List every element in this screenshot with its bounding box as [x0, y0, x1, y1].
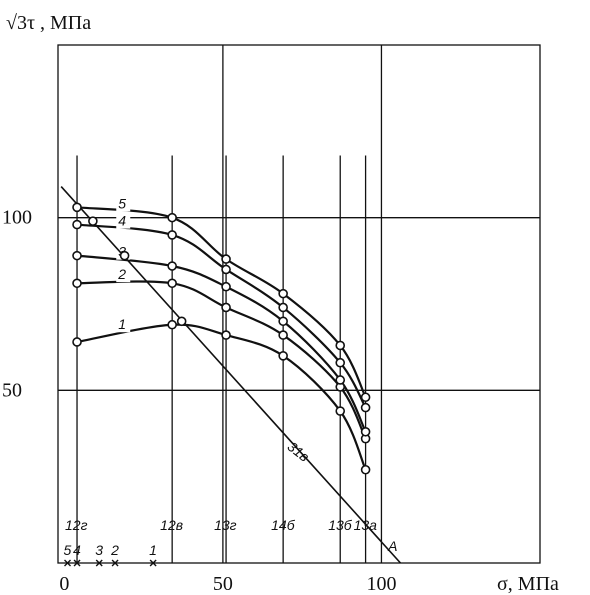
data-point-5-4 — [335, 340, 346, 351]
series-label-bg-1 — [116, 317, 131, 333]
x-tick-label-100: 100 — [366, 573, 396, 595]
data-point-4-2 — [221, 264, 231, 275]
axis-mark-label-5: 5 — [64, 542, 72, 558]
series-label-2: 2 — [117, 266, 126, 282]
data-point-3-2 — [221, 281, 231, 292]
series-label-bg-5 — [116, 196, 131, 212]
x-tick-label-0: 0 — [59, 573, 69, 595]
data-point-5-2 — [221, 254, 231, 264]
data-point-1-3 — [278, 350, 288, 361]
vertical-label-13г: 13г — [214, 517, 237, 533]
data-point-1-5 — [360, 464, 371, 475]
data-point-1-4 — [335, 406, 346, 416]
axis-mark-cross-b-1 — [149, 559, 157, 567]
axis-mark-label-3: 3 — [95, 542, 103, 558]
series-label-4: 4 — [118, 213, 126, 229]
y-tick-label-50: 50 — [2, 379, 22, 401]
line-31v-path — [60, 186, 402, 564]
data-point-3-4 — [335, 375, 346, 385]
x-axis-label: σ, МПа — [497, 573, 559, 595]
series-curves: 12345 — [76, 195, 367, 471]
axis-mark-label-2: 2 — [110, 542, 119, 558]
data-point-1-0 — [72, 337, 82, 347]
data-point-5-5 — [360, 392, 371, 403]
data-point-3-0 — [72, 250, 82, 261]
specimen-verticals: 12г12в13г14б13б13а — [65, 155, 377, 563]
data-point-4-3 — [278, 302, 288, 313]
vertical-label-12в: 12в — [160, 517, 183, 533]
chart-labels: 0 50 100 50 100 σ, МПа √3τ , МПа — [2, 12, 559, 595]
data-point-5-3 — [278, 288, 288, 299]
series-label-5: 5 — [118, 195, 126, 211]
data-point-5-1 — [167, 212, 177, 223]
data-point-1-1 — [167, 319, 177, 330]
axis-mark-cross-b-3 — [95, 559, 103, 567]
data-point-4-5 — [360, 402, 371, 413]
data-point-4-4 — [335, 357, 346, 368]
data-point-2-0 — [72, 278, 82, 289]
x-tick-label-50: 50 — [213, 573, 233, 595]
y-tick-label-100: 100 — [2, 207, 32, 229]
data-point-1-2 — [221, 330, 231, 340]
axis-mark-cross-b-2 — [111, 559, 119, 567]
axis-mark-label-4: 4 — [73, 542, 81, 558]
data-point-2-2 — [221, 302, 231, 313]
vertical-label-12г: 12г — [65, 517, 88, 533]
series-label-bg-2 — [116, 267, 131, 283]
series-curve-1 — [76, 323, 367, 471]
line-31v-point-2 — [176, 316, 187, 327]
data-point-4-0 — [72, 219, 82, 230]
data-points — [72, 202, 371, 475]
axis-mark-label-1: 1 — [149, 542, 157, 558]
y-axis-label: √3τ , МПа — [6, 12, 91, 34]
data-point-2-1 — [167, 278, 177, 289]
data-point-3-3 — [278, 316, 288, 327]
data-point-3-5 — [360, 426, 371, 437]
data-point-2-3 — [278, 330, 288, 340]
vertical-label-13б: 13б — [328, 517, 353, 533]
point-a-label: A — [387, 538, 397, 554]
plot-frame — [57, 44, 541, 564]
data-point-3-1 — [167, 261, 177, 271]
line-31v-point-1 — [119, 250, 130, 261]
series-label-1: 1 — [118, 316, 126, 332]
grid — [57, 44, 541, 564]
axis-mark-cross-b-4 — [73, 559, 81, 567]
vertical-label-14б: 14б — [271, 517, 296, 533]
data-point-4-1 — [167, 230, 177, 240]
data-point-5-0 — [72, 202, 82, 213]
axis-mark-cross-b-5 — [64, 559, 72, 567]
line-31v-point-0 — [88, 216, 98, 226]
series-label-bg-4 — [116, 213, 131, 229]
